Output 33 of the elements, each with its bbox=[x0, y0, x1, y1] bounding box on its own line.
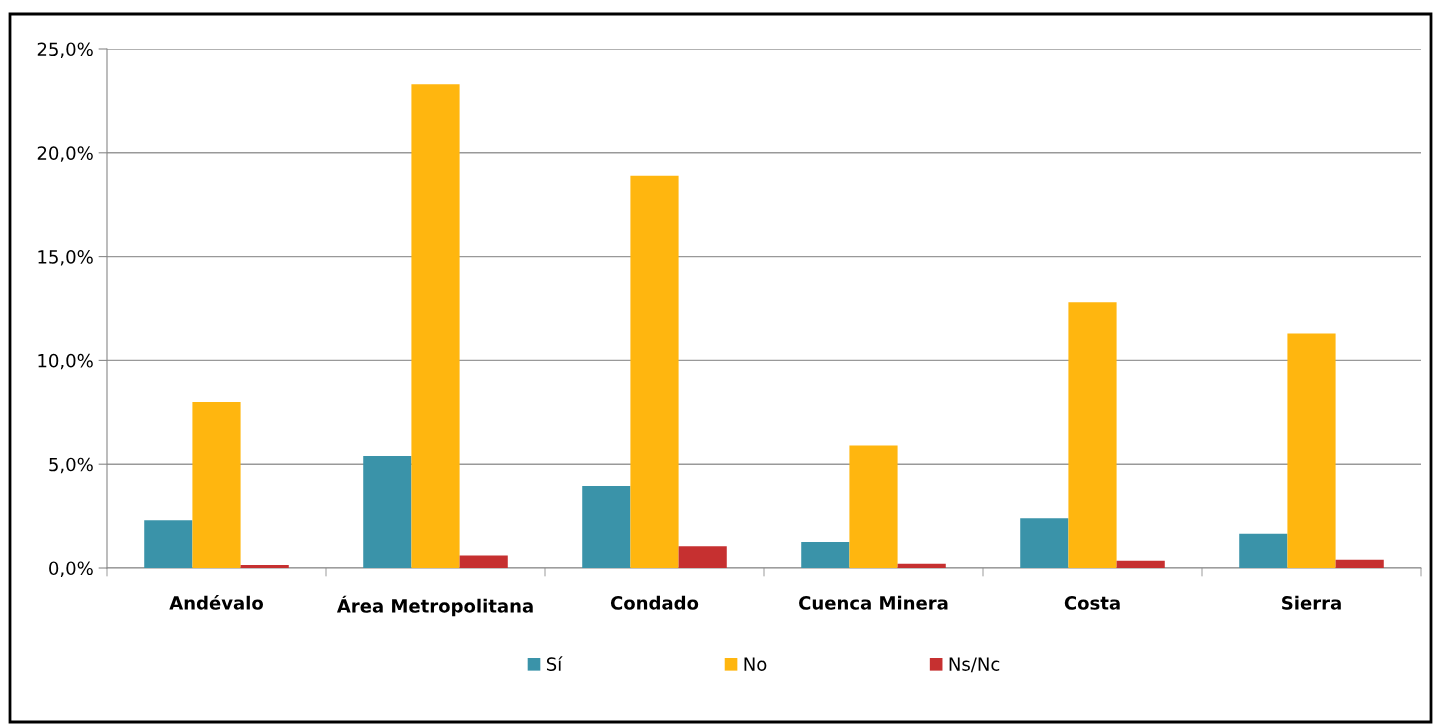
x-tick-label: Costa bbox=[1064, 596, 1120, 610]
y-tick-label: 5,0% bbox=[49, 457, 93, 474]
x-tick-label: Área Metropolitana bbox=[336, 595, 533, 617]
bar bbox=[411, 84, 460, 568]
bar bbox=[1335, 559, 1384, 568]
bar bbox=[240, 564, 289, 568]
y-tick-label: 0,0% bbox=[49, 561, 93, 577]
legend-label: Sí bbox=[546, 656, 563, 671]
bar bbox=[1287, 333, 1336, 568]
bar bbox=[1068, 302, 1117, 568]
x-tick-label: Condado bbox=[610, 595, 699, 610]
y-tick-label: 10,0% bbox=[38, 353, 93, 370]
x-tick-label: Sierra bbox=[1282, 595, 1341, 610]
y-tick-label: 20,0% bbox=[37, 146, 93, 162]
bar bbox=[582, 486, 631, 568]
bar bbox=[1020, 518, 1069, 568]
bar bbox=[1116, 560, 1165, 568]
bar bbox=[849, 445, 898, 568]
y-tick-label: 25,0% bbox=[37, 42, 93, 58]
bar bbox=[192, 401, 241, 568]
bar bbox=[459, 555, 508, 568]
bar bbox=[363, 455, 412, 568]
x-tick-label: Andévalo bbox=[169, 595, 263, 610]
bar bbox=[144, 520, 193, 568]
bar bbox=[801, 542, 850, 568]
legend-label: Ns/Nc bbox=[949, 657, 1000, 673]
bar bbox=[897, 563, 946, 568]
bar bbox=[630, 175, 679, 568]
y-tick-label: 15,0% bbox=[38, 250, 93, 266]
bar bbox=[1239, 533, 1288, 568]
x-tick-label: Cuenca Minera bbox=[799, 595, 948, 610]
bar bbox=[678, 546, 727, 568]
legend-label: No bbox=[744, 657, 767, 671]
